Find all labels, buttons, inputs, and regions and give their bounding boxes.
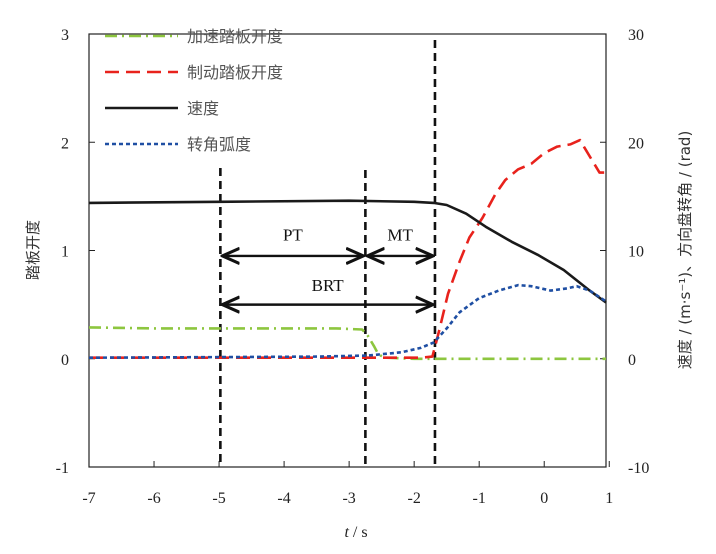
y-right-tick-label: -10 (628, 460, 649, 477)
x-tick-label: -4 (277, 490, 290, 507)
y-right-tick-label: 20 (628, 135, 644, 152)
legend-label: 速度 (187, 99, 219, 118)
x-tick-label: 0 (540, 490, 548, 507)
y-left-tick-label: 2 (61, 135, 69, 152)
legend-label: 转角弧度 (187, 135, 251, 154)
x-tick-label: -5 (212, 490, 225, 507)
y-left-tick-label: 0 (61, 352, 69, 369)
x-tick-label: -7 (82, 490, 95, 507)
interval-label: BRT (312, 276, 345, 295)
legend-label: 制动踏板开度 (187, 63, 283, 82)
series-line (89, 138, 606, 359)
series-line (88, 199, 607, 304)
interval-annotations: PT MT BRT (222, 225, 433, 304)
y-left-tick-label: -1 (56, 460, 69, 477)
y-left-axis-label: 踏板开度 (24, 220, 42, 280)
legend-label: 加速踏板开度 (187, 27, 283, 46)
x-axis-label: t / s (344, 524, 367, 541)
x-axis-label-var: t (344, 524, 349, 541)
x-tick-label: -1 (473, 490, 486, 507)
y-right-axis-label: 速度 / (m·s⁻¹)、方向盘转角 / (rad) (676, 131, 694, 370)
y-left-tick-label: 1 (61, 244, 69, 261)
interval-label: MT (387, 225, 413, 244)
x-tick-label: -2 (407, 490, 420, 507)
y-left-tick-label: 3 (61, 27, 69, 44)
y-right-axis: -10 0 10 20 30 (600, 27, 649, 477)
interval-label: PT (283, 225, 303, 244)
series-line (88, 326, 606, 361)
y-right-tick-label: 30 (628, 27, 644, 44)
x-tick-label: -3 (342, 490, 355, 507)
x-axis-label-unit: / s (349, 524, 368, 541)
x-axis: -7 -6 -5 -4 -3 -2 -1 0 1 (82, 461, 613, 507)
y-right-tick-label: 0 (628, 352, 636, 369)
series-line (88, 283, 607, 359)
x-tick-label: -6 (147, 490, 160, 507)
x-tick-label: 1 (605, 490, 613, 507)
vertical-markers (219, 40, 437, 467)
y-right-tick-label: 10 (628, 244, 644, 261)
series-lines (88, 138, 607, 361)
